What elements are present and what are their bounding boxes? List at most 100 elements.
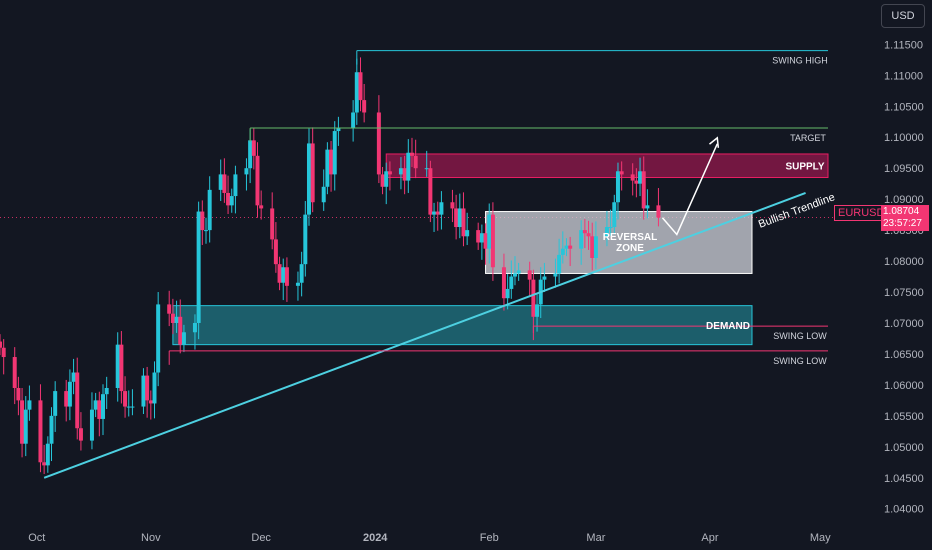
candle xyxy=(23,396,28,457)
candle-body xyxy=(104,387,109,395)
candle xyxy=(53,381,58,432)
candle-body xyxy=(509,276,514,289)
candle xyxy=(244,158,249,191)
candle-body xyxy=(27,400,32,410)
candle xyxy=(413,139,418,179)
candle xyxy=(358,57,363,112)
candle-body xyxy=(325,149,330,187)
reversal-label-2: ZONE xyxy=(616,243,644,254)
y-tick-label: 1.06000 xyxy=(884,380,924,392)
candle xyxy=(42,444,47,475)
candle-body xyxy=(145,375,150,401)
last-price: 1.08704 xyxy=(883,206,920,217)
candle-body xyxy=(376,112,381,175)
zone-layer xyxy=(172,153,829,346)
y-tick-label: 1.07000 xyxy=(884,318,924,330)
candle xyxy=(604,210,609,247)
candle-body xyxy=(64,391,69,407)
candle-body xyxy=(553,273,558,277)
candle xyxy=(354,58,359,125)
candle-body xyxy=(97,400,102,419)
candle-body xyxy=(406,152,411,181)
candle-body xyxy=(634,180,639,184)
y-tick-label: 1.07500 xyxy=(884,287,924,299)
reversal-label-1: REVERSAL xyxy=(603,232,657,243)
swing-low-2-label: SWING LOW xyxy=(773,356,827,366)
candle xyxy=(465,212,470,245)
candle-body xyxy=(564,245,569,249)
supply-label: SUPPLY xyxy=(785,162,824,173)
candle xyxy=(476,222,481,250)
candle xyxy=(490,202,495,281)
demand-label: DEMAND xyxy=(706,321,750,332)
candle-body xyxy=(450,202,455,209)
candle xyxy=(329,140,334,192)
candle xyxy=(450,189,455,223)
candle xyxy=(483,223,488,265)
candle xyxy=(376,95,381,184)
price-box: 1.08704 23:57:27 xyxy=(881,205,929,231)
candle xyxy=(295,271,300,301)
swing-low-1-label: SWING LOW xyxy=(773,331,827,341)
candle-body xyxy=(332,131,337,175)
candle xyxy=(402,155,407,195)
candle-body xyxy=(299,264,304,283)
y-tick-label: 1.04000 xyxy=(884,504,924,516)
candle xyxy=(104,376,109,410)
candle xyxy=(0,334,2,356)
candle xyxy=(178,299,183,354)
candle xyxy=(49,407,54,462)
candle xyxy=(115,332,120,402)
candle xyxy=(156,292,161,387)
candle-body xyxy=(586,233,591,237)
candle xyxy=(351,100,356,142)
candle-body xyxy=(432,211,437,215)
swing-high-label: SWING HIGH xyxy=(772,56,828,66)
candle xyxy=(479,224,484,260)
y-tick-label: 1.05500 xyxy=(884,411,924,423)
candle-body xyxy=(78,428,83,441)
candle xyxy=(630,163,635,196)
candle-body xyxy=(93,400,98,410)
candle-body xyxy=(281,267,286,283)
candle-body xyxy=(226,192,231,206)
candle xyxy=(203,217,208,244)
candle xyxy=(306,128,311,226)
candle xyxy=(27,385,32,421)
candle-body xyxy=(560,248,565,255)
candle-body xyxy=(89,409,94,441)
candle xyxy=(207,176,212,243)
candle-body xyxy=(593,236,598,258)
candle-body xyxy=(126,406,131,408)
candle xyxy=(174,300,179,333)
candle xyxy=(181,324,186,353)
symbol-label: EURUSD xyxy=(834,205,889,221)
candle xyxy=(284,257,289,302)
candle-body xyxy=(398,168,403,175)
demand-zone xyxy=(172,305,753,346)
y-tick-label: 1.10000 xyxy=(884,132,924,144)
candle-body xyxy=(590,236,595,258)
candle-body xyxy=(115,344,120,388)
candle-body xyxy=(16,387,21,401)
candle xyxy=(512,256,517,286)
candle-body xyxy=(454,208,459,228)
candle xyxy=(1,339,6,375)
candle xyxy=(310,127,315,213)
candle-body xyxy=(527,270,532,280)
candle xyxy=(281,258,286,301)
currency-button[interactable]: USD xyxy=(881,4,925,28)
candle xyxy=(170,298,175,335)
candle xyxy=(299,251,304,297)
candle-body xyxy=(200,211,205,231)
candle xyxy=(619,161,624,191)
candle-body xyxy=(435,211,440,215)
x-tick-label: Mar xyxy=(586,532,605,544)
candle-body xyxy=(490,214,495,268)
candle-body xyxy=(457,208,462,228)
candle-body xyxy=(310,143,315,203)
candle-body xyxy=(203,230,208,232)
candle-body xyxy=(75,372,80,429)
candle xyxy=(645,189,650,219)
